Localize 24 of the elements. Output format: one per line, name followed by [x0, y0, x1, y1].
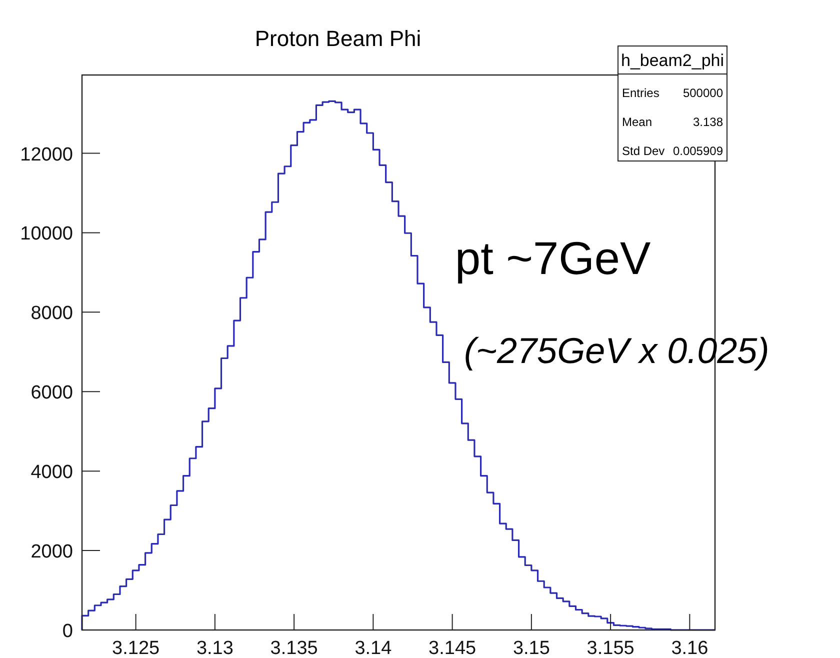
y-tick-label: 0 — [62, 621, 73, 642]
x-tick-label: 3.15 — [512, 638, 550, 658]
x-tick-label: 3.135 — [270, 638, 318, 658]
annotation: pt ~7GeV — [455, 232, 651, 284]
x-tick-label: 3.125 — [112, 638, 160, 658]
y-tick-label: 2000 — [30, 542, 73, 563]
annotation: Entries — [622, 86, 660, 100]
annotation: 500000 — [682, 86, 724, 100]
chart-title: Proton Beam Phi — [254, 26, 422, 51]
text: h_beam2_phi — [620, 51, 724, 70]
y-tick-label: 6000 — [30, 382, 73, 404]
x-tick-label: 3.145 — [428, 638, 476, 658]
y-tick-label: 12000 — [20, 144, 73, 166]
x-tick-label: 3.155 — [586, 638, 634, 658]
annotation: 0.005909 — [672, 144, 724, 158]
annotation: 3.138 — [692, 115, 724, 129]
x-tick-label: 3.16 — [671, 638, 708, 658]
annotation: Mean — [622, 115, 652, 129]
x-tick-label: 3.14 — [354, 638, 392, 658]
annotation: Std Dev — [622, 144, 665, 158]
y-tick-label: 4000 — [30, 462, 73, 484]
x-tick-label: 3.13 — [196, 638, 234, 658]
y-tick-label: 8000 — [30, 303, 73, 324]
y-tick-label: 10000 — [20, 224, 73, 245]
